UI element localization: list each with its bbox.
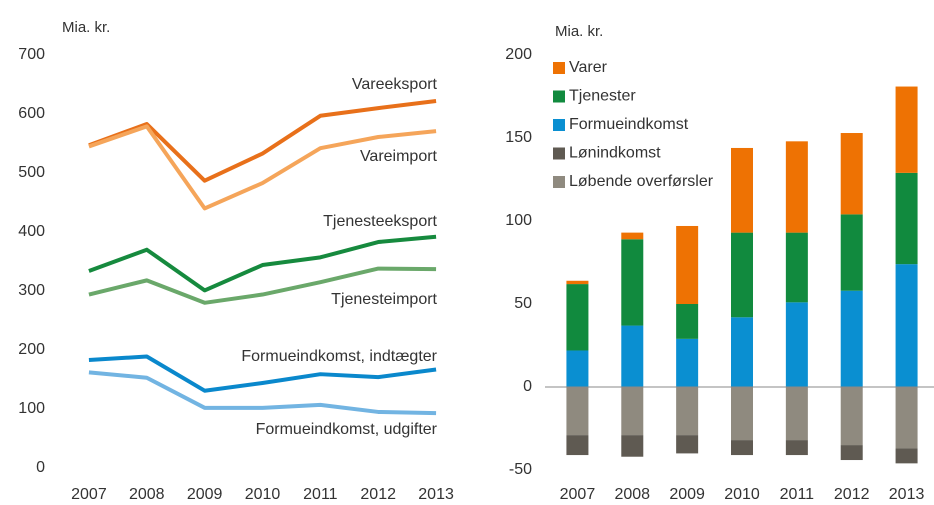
bar [676, 338, 699, 387]
series-label: Vareeksport [352, 76, 438, 93]
y-axis-label: Mia. kr. [62, 19, 110, 36]
series-label: Formueindkomst, udgifter [256, 421, 438, 438]
bar [840, 445, 863, 461]
legend-swatch [553, 176, 565, 188]
bar [566, 280, 589, 285]
x-tick-label: 2007 [71, 486, 107, 503]
x-tick-label: 2013 [889, 486, 925, 503]
y-tick-label: 200 [505, 46, 532, 63]
y-tick-label: 100 [18, 400, 45, 417]
series-label: Formueindkomst, indtægter [241, 348, 437, 365]
y-axis-label: Mia. kr. [555, 23, 603, 40]
y-tick-label: 200 [18, 341, 45, 358]
bar [895, 86, 918, 173]
bar [566, 387, 589, 436]
x-tick-label: 2013 [418, 486, 454, 503]
x-tick-label: 2008 [614, 486, 650, 503]
legend-label: Tjenester [569, 88, 636, 105]
bar [785, 440, 808, 456]
x-tick-label: 2010 [724, 486, 760, 503]
bar [566, 284, 589, 351]
x-tick-label: 2009 [669, 486, 705, 503]
bar [840, 214, 863, 291]
bar [621, 325, 644, 387]
x-tick-label: 2008 [129, 486, 165, 503]
bar [840, 133, 863, 215]
bar [621, 232, 644, 240]
line [88, 124, 437, 211]
bar [785, 232, 808, 303]
line [88, 370, 437, 416]
x-tick-label: 2012 [834, 486, 870, 503]
legend-swatch [553, 90, 565, 103]
y-tick-label: 500 [18, 164, 45, 181]
line [88, 234, 437, 293]
y-tick-label: 0 [36, 459, 45, 476]
legend-swatch [553, 147, 565, 160]
bar [840, 290, 863, 387]
bar [731, 232, 753, 318]
y-tick-label: -50 [509, 461, 532, 478]
bar [621, 435, 644, 457]
y-tick-label: 150 [505, 129, 532, 146]
y-tick-label: 700 [18, 46, 45, 63]
series-label: Tjenesteeksport [323, 213, 437, 230]
bar [676, 304, 699, 339]
bar [566, 350, 589, 387]
line [88, 99, 437, 183]
legend-label: Løbende overførsler [569, 173, 714, 190]
bar [785, 302, 808, 387]
legend-swatch [553, 62, 565, 74]
x-tick-label: 2007 [560, 486, 596, 503]
x-tick-label: 2009 [187, 486, 223, 503]
bar [731, 317, 753, 387]
bar [676, 387, 699, 436]
bar [731, 440, 753, 456]
y-tick-label: 600 [18, 105, 45, 122]
bar [895, 172, 918, 265]
x-tick-label: 2010 [245, 486, 281, 503]
bar [621, 239, 644, 326]
y-tick-label: 100 [505, 212, 532, 229]
legend-label: Varer [569, 59, 608, 76]
series-label: Vareimport [360, 148, 438, 165]
y-tick-label: 400 [18, 223, 45, 240]
line [88, 266, 437, 305]
series-label: Tjenesteimport [331, 291, 437, 308]
x-tick-label: 2012 [360, 486, 396, 503]
legend-label: Formueindkomst [569, 116, 689, 133]
bar [566, 435, 589, 456]
bar [676, 435, 699, 454]
y-tick-label: 50 [514, 295, 532, 312]
bar [785, 387, 808, 441]
x-tick-label: 2011 [303, 486, 338, 503]
bar [785, 141, 808, 233]
line [88, 354, 437, 393]
bar [621, 387, 644, 436]
bar [731, 147, 753, 233]
bar [676, 225, 699, 304]
legend-swatch [553, 119, 565, 131]
y-tick-label: 0 [523, 378, 532, 395]
y-tick-label: 300 [18, 282, 45, 299]
legend-label: Lønindkomst [569, 145, 661, 162]
bar [895, 448, 918, 464]
bar [840, 387, 863, 446]
bar [895, 264, 918, 387]
bar [895, 387, 918, 449]
bar [731, 387, 753, 441]
x-tick-label: 2011 [780, 486, 815, 503]
